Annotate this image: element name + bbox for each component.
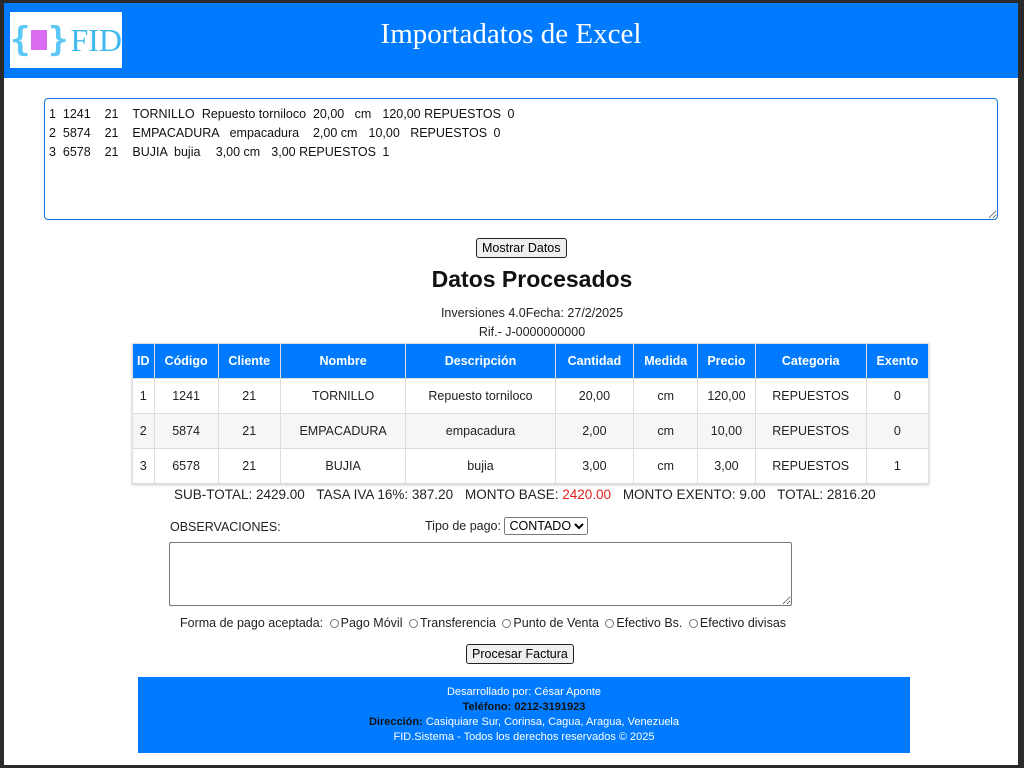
table-cell: 0 bbox=[865, 378, 930, 414]
monto-exento: MONTO EXENTO: 9.00 bbox=[622, 487, 766, 502]
footer: Desarrollado por: César Aponte Teléfono:… bbox=[138, 677, 910, 753]
column-header: Medida bbox=[633, 343, 699, 379]
total: TOTAL: 2816.20 bbox=[777, 487, 876, 502]
table-cell: Repuesto torniloco bbox=[405, 378, 556, 414]
table-cell: 10,00 bbox=[697, 413, 756, 449]
excel-data-input[interactable]: 1 1241 21 TORNILLO Repuesto torniloco 20… bbox=[44, 98, 998, 220]
company-date: Inversiones 4.0Fecha: 27/2/2025 bbox=[440, 306, 624, 320]
totals: SUB-TOTAL: 2429.00 TASA IVA 16%: 387.20 … bbox=[174, 487, 884, 502]
column-header: Nombre bbox=[279, 343, 407, 379]
table-cell: 2 bbox=[132, 413, 155, 449]
observaciones-input[interactable] bbox=[169, 542, 792, 606]
option-punto-venta[interactable]: Punto de Venta bbox=[499, 616, 599, 630]
table-cell: cm bbox=[633, 448, 699, 484]
table-cell: 1 bbox=[865, 448, 930, 484]
process-invoice-button[interactable]: Procesar Factura bbox=[466, 644, 574, 664]
page: {} FID Importadatos de Excel 1 1241 21 TO… bbox=[4, 3, 1018, 765]
column-header: Categoria bbox=[754, 343, 867, 379]
copyright: FID.Sistema - Todos los derechos reserva… bbox=[393, 731, 655, 743]
table-cell: cm bbox=[633, 378, 699, 414]
table-cell: 21 bbox=[217, 413, 281, 449]
payment-methods: Forma de pago aceptada: Pago Móvil Trans… bbox=[180, 616, 786, 630]
table-cell: 3 bbox=[132, 448, 155, 484]
table-cell: REPUESTOS bbox=[754, 413, 867, 449]
subtotal: SUB-TOTAL: 2429.00 bbox=[174, 487, 305, 502]
tipo-pago-label: Tipo de pago: bbox=[425, 519, 501, 533]
table-cell: 3,00 bbox=[554, 448, 635, 484]
column-header: Precio bbox=[697, 343, 756, 379]
table-cell: 1241 bbox=[153, 378, 219, 414]
table-row: 3 6578 21 BUJIA bujia 3,00 cm 3,00 REPUESTOS 1 bbox=[132, 448, 930, 484]
show-data-button[interactable]: Mostrar Datos bbox=[476, 238, 567, 258]
table-cell: EMPACADURA bbox=[279, 413, 407, 449]
table-cell: BUJIA bbox=[279, 448, 407, 484]
developer: Desarrollado por: César Aponte bbox=[446, 686, 602, 698]
option-efectivo-divisas[interactable]: Efectivo divisas bbox=[686, 616, 786, 630]
option-transferencia[interactable]: Transferencia bbox=[406, 616, 496, 630]
iva: TASA IVA 16%: 387.20 bbox=[316, 487, 454, 502]
tipo-pago-select[interactable]: CONTADO bbox=[504, 517, 589, 535]
table-cell: 20,00 bbox=[554, 378, 635, 414]
page-title: Importadatos de Excel bbox=[380, 18, 642, 50]
phone: Teléfono: 0212-3191923 bbox=[462, 701, 586, 713]
column-header: Exento bbox=[865, 343, 930, 379]
header: {} FID Importadatos de Excel bbox=[4, 3, 1018, 78]
table-cell: 120,00 bbox=[697, 378, 756, 414]
rif: Rif.- J-0000000000 bbox=[478, 325, 586, 339]
option-efectivo-bs[interactable]: Efectivo Bs. bbox=[602, 616, 682, 630]
table-cell: 21 bbox=[217, 448, 281, 484]
table-cell: 0 bbox=[865, 413, 930, 449]
option-pago-movil[interactable]: Pago Móvil bbox=[327, 616, 402, 630]
table-cell: REPUESTOS bbox=[754, 378, 867, 414]
table-cell: empacadura bbox=[405, 413, 556, 449]
table-cell: 2,00 bbox=[554, 413, 635, 449]
column-header: Cantidad bbox=[554, 343, 635, 379]
table-cell: 1 bbox=[132, 378, 155, 414]
table-cell: bujia bbox=[405, 448, 556, 484]
monto-base: MONTO BASE: 2420.00 bbox=[464, 487, 612, 502]
column-header: Descripción bbox=[405, 343, 556, 379]
table-cell: 5874 bbox=[153, 413, 219, 449]
tipo-pago-group: Tipo de pago: CONTADO bbox=[425, 517, 589, 535]
observaciones-label: OBSERVACIONES: bbox=[170, 520, 281, 534]
table-cell: 6578 bbox=[153, 448, 219, 484]
table-row: 2 5874 21 EMPACADURA empacadura 2,00 cm 10,00 RE… bbox=[132, 413, 930, 449]
table-cell: REPUESTOS bbox=[754, 448, 867, 484]
address: Dirección: Casiquiare Sur, Corinsa, Cagu… bbox=[368, 716, 679, 728]
column-header: Código bbox=[153, 343, 219, 379]
fid-logo: {} FID bbox=[10, 12, 122, 68]
column-header: Cliente bbox=[217, 343, 281, 379]
table-cell: 3,00 bbox=[697, 448, 756, 484]
section-title: Datos Procesados bbox=[431, 266, 633, 292]
table-cell: cm bbox=[633, 413, 699, 449]
data-table: ID Código Cliente Nombre Descripción Cantidad… bbox=[132, 343, 930, 484]
column-header: ID bbox=[132, 343, 155, 379]
table-cell: TORNILLO bbox=[279, 378, 407, 414]
forma-pago-label: Forma de pago aceptada: bbox=[180, 616, 324, 630]
table-cell: 21 bbox=[217, 378, 281, 414]
table-row: 1 1241 21 TORNILLO Repuesto torniloco 20,00 cm… bbox=[132, 378, 930, 414]
